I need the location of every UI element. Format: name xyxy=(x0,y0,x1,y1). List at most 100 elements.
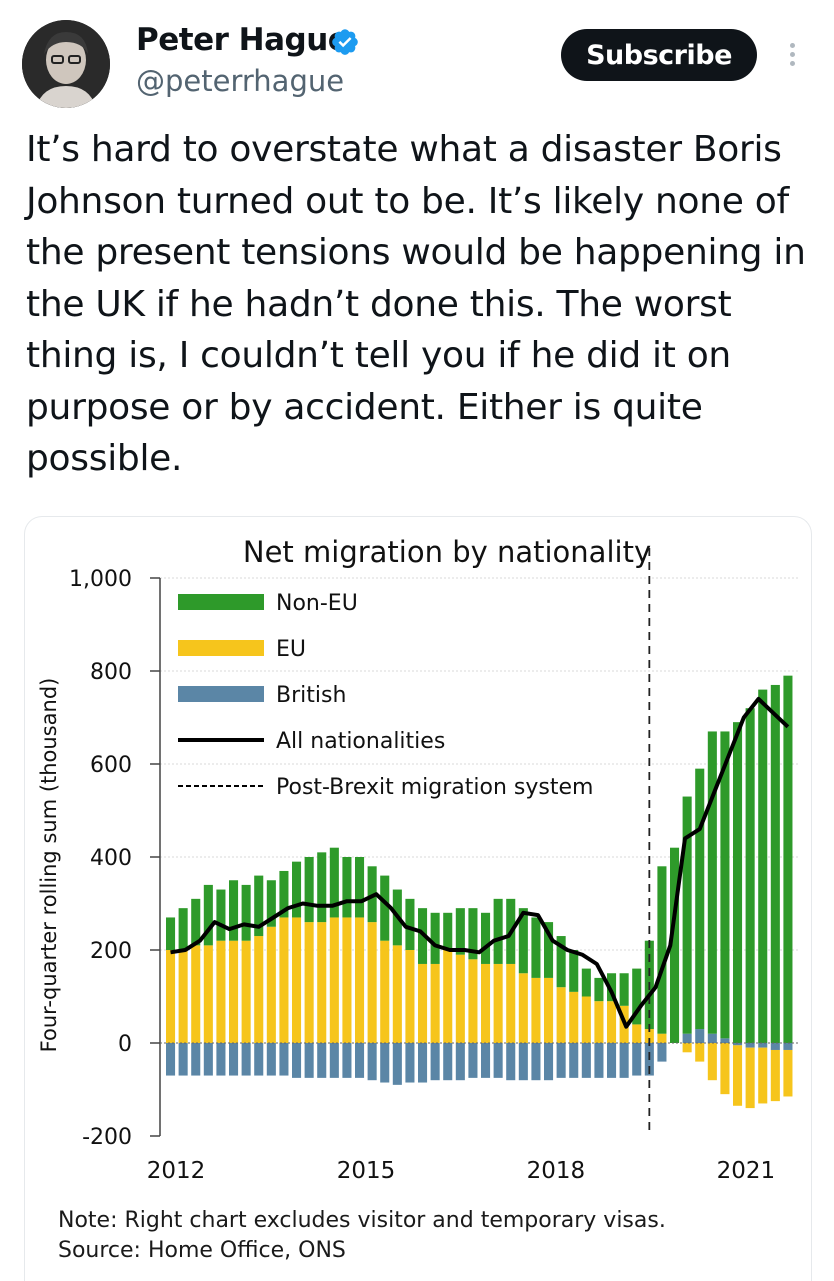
bar-eu xyxy=(380,940,390,1043)
bar-non-eu xyxy=(329,847,339,918)
bar-british xyxy=(418,1043,428,1083)
bar-british xyxy=(203,1043,213,1076)
bar-non-eu xyxy=(783,675,793,1043)
bar-eu xyxy=(405,950,415,1043)
legend-non-eu-label: Non-EU xyxy=(276,591,358,616)
bar-eu xyxy=(707,1043,717,1081)
bar-eu xyxy=(317,922,327,1043)
bar-eu xyxy=(166,950,176,1043)
chart-notes: Note: Right chart excludes visitor and t… xyxy=(58,1206,666,1266)
bar-british xyxy=(556,1043,566,1078)
bar-british xyxy=(178,1043,188,1076)
bar-british xyxy=(657,1043,667,1062)
bar-british xyxy=(304,1043,314,1078)
bar-non-eu xyxy=(203,884,213,946)
bar-non-eu xyxy=(682,796,692,1034)
tweet-text: It’s hard to overstate what a disaster B… xyxy=(26,129,806,479)
bar-british xyxy=(632,1043,642,1076)
bar-non-eu xyxy=(405,898,415,950)
bar-eu xyxy=(367,922,377,1043)
bar-non-eu xyxy=(380,875,390,941)
bar-eu xyxy=(216,940,226,1043)
bar-british xyxy=(329,1043,339,1078)
bar-eu xyxy=(682,1043,692,1053)
bar-eu xyxy=(342,917,352,1043)
bar-non-eu xyxy=(531,917,541,978)
verified-badge-icon xyxy=(332,29,358,55)
bar-non-eu xyxy=(229,880,239,941)
bar-british xyxy=(229,1043,239,1076)
bar-non-eu xyxy=(607,973,617,1002)
legend-post-brexit-label: Post-Brexit migration system xyxy=(276,775,593,800)
bar-non-eu xyxy=(481,912,491,964)
bar-eu xyxy=(455,954,465,1043)
bar-eu xyxy=(758,1047,768,1104)
bar-eu xyxy=(544,977,554,1043)
bar-eu xyxy=(770,1049,780,1102)
bar-british xyxy=(544,1043,554,1081)
bar-non-eu xyxy=(720,731,730,1039)
bar-non-eu xyxy=(770,684,780,1043)
bar-eu xyxy=(569,991,579,1043)
bar-british xyxy=(468,1043,478,1078)
more-options-icon[interactable] xyxy=(784,40,800,74)
bar-eu xyxy=(556,987,566,1043)
y-tick-label: 400 xyxy=(90,846,132,871)
chart-note: Note: Right chart excludes visitor and t… xyxy=(58,1208,666,1233)
bar-british xyxy=(317,1043,327,1078)
author-handle[interactable]: @peterrhague xyxy=(136,64,345,98)
bar-non-eu xyxy=(581,968,591,997)
bar-non-eu xyxy=(619,973,629,1006)
bar-non-eu xyxy=(707,731,717,1034)
bar-non-eu xyxy=(178,908,188,950)
bar-non-eu xyxy=(304,857,314,923)
subscribe-button[interactable]: Subscribe xyxy=(561,29,757,81)
bar-british xyxy=(254,1043,264,1076)
bar-eu xyxy=(178,950,188,1043)
bar-british xyxy=(355,1043,365,1078)
bar-non-eu xyxy=(657,866,667,1034)
media-card[interactable] xyxy=(24,516,812,1281)
bar-non-eu xyxy=(670,847,680,1043)
bar-non-eu xyxy=(594,977,604,1002)
bar-eu xyxy=(304,922,314,1043)
bar-non-eu xyxy=(544,922,554,978)
bar-eu xyxy=(657,1033,667,1043)
bar-eu xyxy=(254,936,264,1043)
bar-non-eu xyxy=(569,950,579,992)
author-name[interactable]: Peter Hague xyxy=(136,22,349,58)
bar-eu xyxy=(241,940,251,1043)
avatar[interactable] xyxy=(22,20,110,108)
bar-eu xyxy=(745,1047,755,1109)
bar-eu xyxy=(329,917,339,1043)
bar-eu xyxy=(695,1043,705,1062)
bar-eu xyxy=(632,1024,642,1043)
bar-british xyxy=(783,1043,793,1050)
bar-british xyxy=(594,1043,604,1078)
chart-source: Source: Home Office, ONS xyxy=(58,1238,346,1263)
legend-non-eu-swatch xyxy=(178,594,264,610)
bar-eu xyxy=(506,963,516,1043)
bar-british xyxy=(367,1043,377,1081)
y-tick-label: -200 xyxy=(82,1125,132,1150)
bar-non-eu xyxy=(355,857,365,918)
bar-non-eu xyxy=(292,861,302,918)
bar-british xyxy=(191,1043,201,1076)
x-tick-label: 2015 xyxy=(337,1158,396,1184)
bar-british xyxy=(607,1043,617,1078)
bar-eu xyxy=(191,945,201,1043)
bar-british xyxy=(342,1043,352,1078)
series-line-all-nationalities xyxy=(170,696,790,1029)
bar-british xyxy=(619,1043,629,1078)
bar-british xyxy=(581,1043,591,1078)
x-tick-label: 2012 xyxy=(147,1158,206,1184)
bar-non-eu xyxy=(241,884,251,941)
bar-british xyxy=(405,1043,415,1083)
bar-eu xyxy=(720,1043,730,1095)
bar-british xyxy=(569,1043,579,1078)
bar-british xyxy=(392,1043,402,1085)
bar-eu xyxy=(430,963,440,1043)
bar-eu xyxy=(531,977,541,1043)
bar-british xyxy=(720,1038,730,1043)
bar-british xyxy=(481,1043,491,1078)
